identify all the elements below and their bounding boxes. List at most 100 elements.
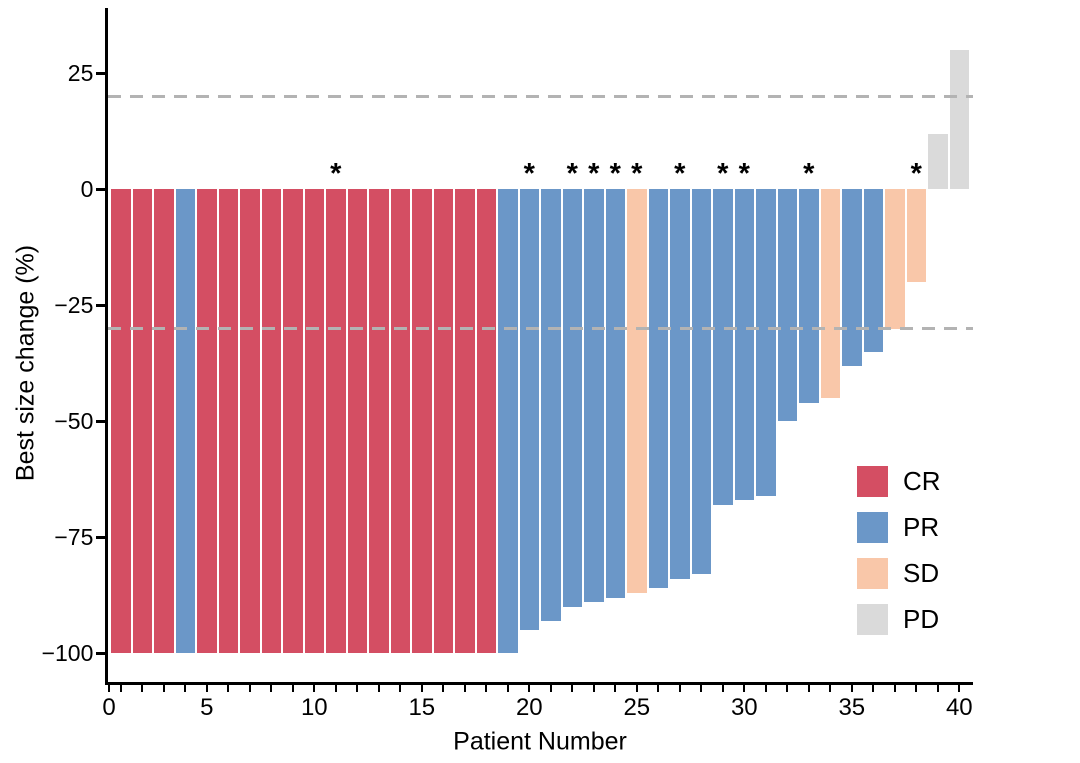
y-axis-tick — [96, 536, 106, 539]
x-axis-tick — [356, 684, 359, 692]
x-axis-tick — [850, 684, 853, 692]
significance-asterisk: * — [588, 158, 600, 190]
x-axis-tick — [657, 684, 660, 692]
y-tick-label: −100 — [41, 639, 94, 666]
y-axis-line — [105, 8, 108, 685]
legend-swatch-pd — [857, 604, 888, 635]
x-axis-tick — [291, 684, 294, 692]
waterfall-bar-patient-35 — [842, 189, 862, 366]
x-tick-label: 30 — [730, 694, 758, 721]
x-axis-tick — [485, 684, 488, 692]
waterfall-bar-patient-38 — [906, 189, 927, 283]
waterfall-bar-patient-7 — [240, 189, 260, 654]
y-tick-label: −25 — [54, 291, 94, 318]
significance-asterisk: * — [330, 158, 342, 190]
legend-label: PD — [903, 604, 940, 634]
waterfall-bar-patient-5 — [197, 189, 217, 654]
waterfall-bar-patient-24 — [605, 189, 626, 598]
significance-asterisk: * — [910, 158, 922, 190]
x-tick-label: 5 — [200, 694, 214, 721]
waterfall-bar-patient-17 — [455, 189, 475, 654]
waterfall-bar-patient-28 — [691, 189, 712, 575]
x-axis-tick — [119, 684, 122, 692]
legend-swatch-sd — [857, 558, 888, 589]
x-tick-label: 10 — [300, 694, 328, 721]
x-axis-tick — [334, 684, 337, 692]
y-tick-label: −75 — [54, 523, 94, 550]
y-axis-tick — [96, 188, 106, 191]
legend-label: SD — [903, 558, 940, 588]
waterfall-bar-patient-12 — [347, 189, 368, 654]
x-axis-tick — [614, 684, 617, 692]
x-axis-tick — [936, 684, 939, 692]
waterfall-bar-patient-19 — [498, 189, 518, 654]
x-axis-tick — [107, 684, 111, 692]
waterfall-bar-patient-13 — [369, 189, 389, 654]
x-axis-tick — [592, 684, 595, 692]
waterfall-bar-patient-23 — [584, 189, 604, 603]
x-axis-tick — [743, 684, 746, 692]
waterfall-bar-patient-29 — [713, 189, 733, 505]
x-axis-tick — [807, 684, 810, 692]
x-axis-tick — [399, 684, 402, 692]
x-axis-tick — [915, 684, 918, 692]
y-axis-tick — [96, 420, 106, 423]
x-axis-tick — [893, 684, 896, 692]
reference-line-20 — [108, 94, 973, 98]
x-axis-tick — [764, 684, 767, 692]
waterfall-bar-patient-10 — [304, 189, 325, 654]
legend-item-sd: SD — [857, 558, 941, 589]
x-axis-line — [105, 682, 973, 685]
x-tick-label: 20 — [515, 694, 543, 721]
x-axis-tick — [571, 684, 574, 692]
x-tick-label: 0 — [102, 694, 116, 721]
waterfall-bar-patient-1 — [111, 189, 131, 654]
waterfall-bar-patient-40 — [949, 50, 970, 190]
y-tick-label: 25 — [67, 59, 94, 86]
y-axis-tick — [96, 71, 106, 75]
x-axis-tick — [205, 684, 208, 692]
waterfall-bar-patient-36 — [863, 189, 884, 352]
waterfall-bar-patient-34 — [820, 189, 841, 399]
waterfall-bar-patient-20 — [519, 189, 540, 631]
y-axis-tick — [96, 652, 106, 655]
waterfall-bar-patient-22 — [562, 189, 583, 607]
x-axis-tick — [248, 684, 251, 692]
x-tick-label: 40 — [945, 694, 973, 721]
x-axis-tick — [872, 684, 875, 692]
reference-line--30 — [108, 327, 973, 331]
waterfall-bar-patient-11 — [326, 189, 346, 654]
x-axis-tick — [162, 684, 165, 692]
waterfall-bar-patient-33 — [799, 189, 819, 403]
x-axis-tick — [141, 684, 144, 692]
waterfall-bar-patient-14 — [390, 189, 411, 654]
x-axis-tick — [506, 684, 509, 692]
x-axis-tick — [549, 684, 552, 692]
x-tick-label: 15 — [408, 694, 436, 721]
waterfall-bar-patient-15 — [412, 189, 432, 654]
x-axis-tick — [463, 684, 466, 692]
x-axis-tick — [313, 684, 316, 692]
legend-item-cr: CR — [857, 466, 941, 497]
significance-asterisk: * — [803, 158, 815, 190]
waterfall-bar-patient-9 — [283, 189, 303, 654]
waterfall-bar-patient-8 — [261, 189, 282, 654]
significance-asterisk: * — [717, 158, 729, 190]
legend: CR PR SD PD — [857, 466, 941, 635]
x-axis-tick — [420, 684, 423, 692]
x-axis-tick — [700, 684, 703, 692]
waterfall-bar-patient-39 — [928, 133, 948, 190]
waterfall-bar-patient-3 — [154, 189, 174, 654]
x-axis-tick — [958, 684, 961, 692]
x-axis-tick — [635, 684, 638, 692]
x-axis-tick — [678, 684, 681, 692]
x-axis-tick — [528, 684, 531, 692]
waterfall-bar-patient-32 — [777, 189, 798, 422]
x-axis-tick — [184, 684, 187, 692]
x-axis-tick — [377, 684, 380, 692]
waterfall-bar-patient-6 — [218, 189, 239, 654]
x-axis-tick — [829, 684, 832, 692]
waterfall-bar-patient-27 — [670, 189, 690, 580]
legend-item-pr: PR — [857, 512, 941, 543]
